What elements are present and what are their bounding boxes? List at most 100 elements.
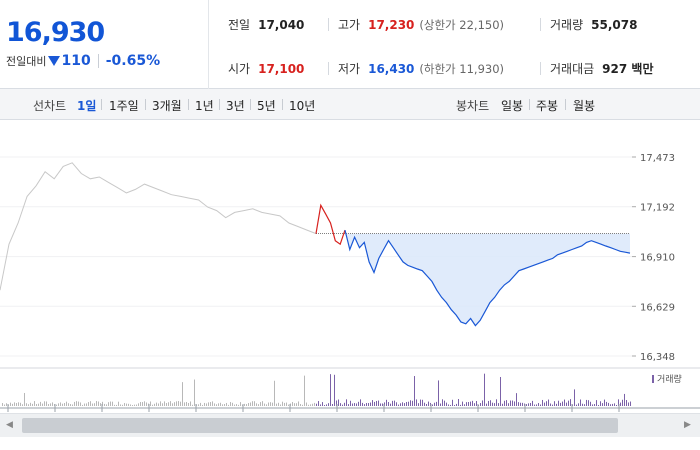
volume-bar — [584, 404, 585, 406]
volume-bar — [562, 401, 563, 406]
volume-bar — [84, 403, 85, 406]
volume-bar — [596, 400, 597, 406]
tab-1w[interactable]: 1주일 — [109, 99, 139, 113]
volume-bar — [286, 402, 287, 406]
volume-bar — [476, 401, 477, 406]
volume-bar — [426, 403, 427, 406]
tab-3m[interactable]: 3개월 — [152, 99, 182, 113]
tab-5y[interactable]: 5년 — [257, 99, 276, 113]
tab-daily-candle[interactable]: 일봉 — [501, 99, 524, 113]
volume-bar — [314, 402, 315, 406]
volume-bar — [354, 403, 355, 406]
volume-bar — [530, 402, 531, 406]
amount-label: 거래대금 — [550, 62, 595, 76]
tab-1d[interactable]: 1일 — [77, 99, 97, 113]
volume-bar — [330, 374, 331, 406]
volume-bar — [132, 404, 133, 406]
volume-bar — [552, 404, 553, 406]
tab-10y[interactable]: 10년 — [289, 99, 316, 113]
volume-bar — [270, 402, 271, 406]
volume-bar — [126, 403, 127, 406]
volume-bar — [152, 404, 153, 406]
volume-bar — [280, 404, 281, 406]
volume-bar — [614, 403, 615, 406]
volume-bar — [482, 400, 483, 406]
volume-bar — [226, 402, 227, 406]
tab-3y[interactable]: 3년 — [226, 99, 245, 113]
volume-bar — [74, 401, 75, 406]
stock-summary: 16,930 전일대비 110 -0.65% 전일 17,040 고가 17,2… — [0, 0, 700, 89]
volume-bar — [72, 404, 73, 406]
volume-bar — [334, 374, 335, 406]
volume-bar — [492, 402, 493, 406]
volume-bar — [40, 401, 41, 406]
low-stat: 저가 16,430 (하한가 11,930) — [338, 60, 504, 77]
volume-bar — [538, 403, 539, 406]
volume-bar — [266, 404, 267, 406]
chart-grid — [0, 156, 632, 357]
volume-bar — [324, 404, 325, 406]
tab-divider — [188, 99, 189, 110]
volume-bar — [452, 399, 453, 406]
tab-monthly-candle[interactable]: 월봉 — [573, 99, 596, 113]
volume-bar — [116, 404, 117, 406]
volume-bar — [358, 401, 359, 406]
volume-bar — [128, 403, 129, 406]
volume-bar — [42, 403, 43, 406]
volume-bar — [32, 403, 33, 406]
volume-bar — [416, 399, 417, 406]
tab-divider — [529, 99, 530, 110]
volume-bar — [528, 403, 529, 406]
scroll-right-arrow-icon[interactable]: ▶ — [684, 420, 691, 430]
volume-bar — [212, 401, 213, 406]
volume-bar — [198, 404, 199, 406]
volume-bar — [58, 403, 59, 406]
volume-bar — [442, 399, 443, 406]
volume-bar — [68, 403, 69, 406]
volume-bar — [202, 404, 203, 406]
change-divider — [97, 54, 99, 68]
volume-bar — [318, 401, 319, 406]
volume-bar — [190, 401, 191, 406]
volume-bar — [522, 402, 523, 406]
volume-bar — [630, 401, 631, 406]
prev-close-stat: 전일 17,040 — [228, 16, 304, 33]
change-percent: -0.65% — [105, 53, 161, 69]
volume-bar — [164, 401, 165, 406]
volume-bar — [6, 403, 7, 406]
volume-bar — [348, 404, 349, 406]
volume-bar — [374, 401, 375, 406]
volume-bar — [554, 401, 555, 406]
volume-bar — [516, 393, 517, 406]
volume-bar — [466, 402, 467, 406]
volume-bar — [594, 404, 595, 406]
scrollbar-thumb[interactable] — [22, 418, 618, 433]
upper-limit-label: (상한가 22,150) — [419, 18, 505, 32]
volume-bar — [382, 403, 383, 406]
volume-bar — [170, 401, 171, 406]
volume-bar — [106, 404, 107, 406]
intraday-price-chart[interactable]: 17,473 17,192 16,910 16,629 16,348 거래량 — [0, 121, 700, 413]
volume-bar — [210, 402, 211, 406]
volume-bar — [576, 404, 577, 406]
scroll-left-arrow-icon[interactable]: ◀ — [6, 420, 13, 430]
chart-horizontal-scrollbar[interactable]: ◀ ▶ — [0, 413, 700, 437]
volume-bar — [418, 403, 419, 406]
volume-bar — [360, 399, 361, 406]
volume-bar — [590, 401, 591, 406]
volume-bar — [368, 403, 369, 406]
volume-bar — [394, 400, 395, 406]
candle-chart-label: 봉차트 — [456, 99, 490, 113]
volume-bar — [262, 401, 263, 406]
volume-bar — [100, 403, 101, 406]
volume-bar — [10, 402, 11, 406]
volume-bar — [460, 404, 461, 406]
volume-bar — [480, 403, 481, 406]
tab-1y[interactable]: 1년 — [195, 99, 214, 113]
volume-bar — [144, 401, 145, 406]
volume-bar — [376, 400, 377, 406]
tab-weekly-candle[interactable]: 주봉 — [536, 99, 559, 113]
volume-bar — [22, 404, 23, 406]
volume-bar — [328, 403, 329, 406]
volume-bar — [48, 404, 49, 406]
